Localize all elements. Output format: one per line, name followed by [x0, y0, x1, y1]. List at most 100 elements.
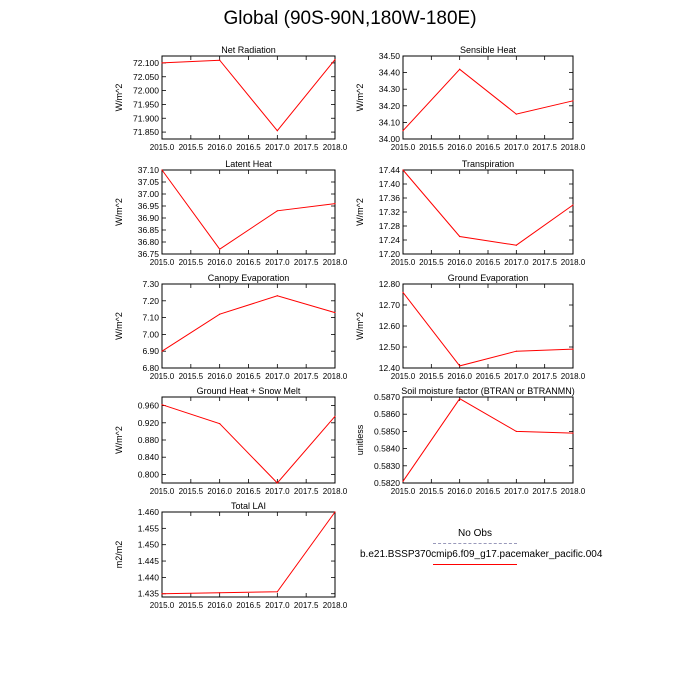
panel-7: Ground Heat + Snow Melt W/m^2 0.960 0.920 0.…: [114, 386, 348, 496]
y-axis-label: W/m^2: [355, 198, 365, 226]
data-point: [572, 204, 574, 206]
x-tick-label: 2016.5: [476, 143, 501, 152]
x-tick-label: 2015.0: [150, 258, 175, 267]
y-tick-label: 12.70: [379, 300, 401, 310]
y-tick-label: 17.28: [379, 221, 401, 231]
data-point: [334, 203, 336, 205]
y-tick-label: 0.5870: [374, 392, 400, 402]
panel-title: Sensible Heat: [460, 45, 517, 55]
x-tick-label: 2015.5: [179, 258, 204, 267]
y-axis-label: unitless: [355, 424, 365, 455]
x-tick-label: 2015.5: [179, 487, 204, 496]
plot-frame: [161, 511, 336, 598]
x-tick-label: 2016.5: [236, 372, 261, 381]
x-tick-label: 2015.5: [419, 258, 444, 267]
x-tick-label: 2017.5: [532, 258, 557, 267]
y-tick-label: 36.90: [138, 213, 160, 223]
y-tick-label: 1.440: [138, 572, 160, 582]
y-tick-label: 1.450: [138, 540, 160, 550]
y-axis-label: W/m^2: [114, 426, 124, 454]
data-point: [276, 210, 278, 212]
y-tick-label: 0.5840: [374, 444, 400, 454]
y-tick-label: 37.00: [138, 189, 160, 199]
x-tick-label: 2018.0: [323, 258, 348, 267]
data-point: [161, 169, 163, 171]
data-point: [161, 404, 163, 406]
panel-8: Soil moisture factor (BTRAN or BTRANMN) u…: [355, 386, 586, 496]
panel-title: Net Radiation: [221, 45, 276, 55]
data-point: [459, 68, 461, 70]
x-tick-label: 2016.5: [236, 601, 261, 610]
x-tick-label: 2016.0: [207, 143, 232, 152]
y-axis-label: m2/m2: [114, 541, 124, 569]
y-tick-label: 0.5820: [374, 478, 400, 488]
y-tick-label: 0.840: [138, 452, 160, 462]
legend: No Obs b.e21.BSSP370cmip6.f09_g17.pacema…: [360, 528, 602, 565]
y-tick-label: 37.05: [138, 177, 160, 187]
plot-frame: [161, 55, 336, 140]
y-tick-label: 71.950: [133, 99, 159, 109]
x-tick-label: 2015.5: [179, 601, 204, 610]
panel-4: Transpiration W/m^2 17.44 17.40 17.36 17.32 17…: [355, 159, 586, 267]
panel-3: Latent Heat W/m^2 37.10 37.05 37.00 36.95 36.9…: [114, 159, 348, 267]
legend-case-solid-line: [433, 564, 517, 565]
y-tick-label: 1.435: [138, 589, 160, 599]
panel-2: Sensible Heat W/m^2 34.50 34.40 34.30 34.20 34…: [355, 45, 586, 152]
x-tick-label: 2015.5: [419, 372, 444, 381]
x-tick-label: 2015.0: [150, 487, 175, 496]
data-point: [334, 311, 336, 314]
y-tick-label: 0.920: [138, 418, 160, 428]
y-tick-label: 1.445: [138, 556, 160, 566]
panel-title: Transpiration: [462, 159, 514, 169]
panel-title: Ground Evaporation: [448, 273, 529, 283]
data-point: [402, 130, 404, 132]
panel-title: Soil moisture factor (BTRAN or BTRANMN): [401, 386, 575, 396]
y-tick-label: 7.10: [142, 313, 159, 323]
x-tick-label: 2016.0: [207, 372, 232, 381]
x-tick-label: 2016.5: [236, 143, 261, 152]
y-tick-label: 12.50: [379, 342, 401, 352]
plot-frame: [161, 396, 336, 484]
plot-frame: [402, 55, 574, 140]
data-point: [161, 350, 163, 352]
x-tick-label: 2017.5: [294, 487, 319, 496]
data-point: [572, 348, 574, 350]
x-tick-label: 2015.0: [150, 601, 175, 610]
x-tick-label: 2017.0: [265, 258, 290, 267]
y-tick-label: 34.00: [379, 134, 401, 144]
data-point: [515, 430, 517, 432]
data-point: [219, 248, 221, 250]
y-tick-label: 6.80: [142, 363, 159, 373]
y-tick-label: 36.75: [138, 249, 160, 259]
panel-title: Latent Heat: [225, 159, 272, 169]
data-point: [276, 482, 278, 484]
data-point: [334, 415, 336, 417]
legend-obs-dashed-line: [433, 543, 517, 544]
y-tick-label: 0.5860: [374, 409, 400, 419]
x-tick-label: 2017.0: [265, 372, 290, 381]
x-tick-label: 2016.0: [447, 372, 472, 381]
y-tick-label: 71.900: [133, 113, 159, 123]
y-tick-label: 72.000: [133, 86, 159, 96]
x-tick-label: 2016.5: [476, 372, 501, 381]
data-point: [402, 480, 404, 482]
x-tick-label: 2015.0: [391, 372, 416, 381]
x-tick-label: 2015.0: [391, 487, 416, 496]
data-point: [161, 593, 163, 595]
y-tick-label: 1.460: [138, 507, 160, 517]
data-point: [334, 511, 336, 513]
y-tick-label: 36.85: [138, 225, 160, 235]
x-tick-label: 2017.5: [294, 601, 319, 610]
y-tick-label: 0.5830: [374, 461, 400, 471]
x-tick-label: 2018.0: [561, 487, 586, 496]
x-tick-label: 2017.0: [504, 143, 529, 152]
data-point: [334, 58, 336, 61]
y-tick-label: 17.32: [379, 207, 401, 217]
plot-frame: [402, 396, 574, 484]
plot-frame: [161, 169, 336, 255]
legend-obs-label: No Obs: [458, 528, 492, 539]
x-tick-label: 2015.5: [419, 143, 444, 152]
x-tick-label: 2016.0: [447, 487, 472, 496]
y-tick-label: 17.40: [379, 179, 401, 189]
y-tick-label: 6.90: [142, 346, 159, 356]
